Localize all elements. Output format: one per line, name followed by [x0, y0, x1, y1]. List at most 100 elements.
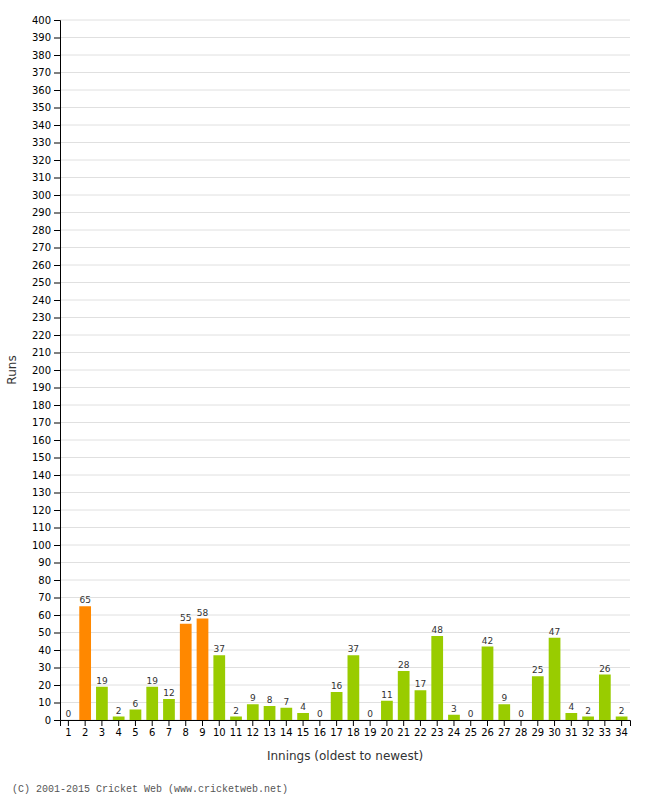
data-label: 2 [116, 706, 122, 716]
data-label: 6 [133, 699, 139, 709]
tick-mark [202, 720, 203, 726]
tick: 100 [32, 540, 60, 551]
grid-line [60, 142, 630, 143]
tick: 150 [32, 452, 60, 463]
tick-mark [152, 720, 153, 726]
bar [130, 710, 142, 721]
tick-label: 280 [32, 225, 51, 236]
bars [79, 606, 627, 720]
tick-label: 350 [32, 102, 51, 113]
tick-mark [54, 668, 60, 669]
tick-mark [54, 615, 60, 616]
tick: 12 [246, 720, 259, 738]
tick: 310 [32, 172, 60, 183]
tick: 280 [32, 225, 60, 236]
y-axis: 0102030405060708090100110120130140150160… [32, 15, 61, 726]
grid-line [60, 107, 630, 108]
grid-line [60, 90, 630, 91]
tick-mark [54, 475, 60, 476]
tick: 190 [32, 382, 60, 393]
tick-mark [68, 720, 69, 726]
tick-label: 3 [99, 727, 105, 738]
tick-label: 32 [582, 727, 595, 738]
tick-label: 160 [32, 435, 51, 446]
tick-mark [554, 720, 555, 726]
tick-label: 300 [32, 190, 51, 201]
tick: 1 [65, 720, 71, 738]
tick: 70 [38, 592, 60, 603]
tick: 3 [99, 720, 105, 738]
tick-label: 22 [414, 727, 427, 738]
tick-mark [269, 720, 270, 726]
grid-line [60, 247, 630, 248]
tick-mark [487, 720, 488, 726]
tick-mark [303, 720, 304, 726]
tick: 290 [32, 207, 60, 218]
tick-mark [54, 55, 60, 56]
tick: 380 [32, 50, 60, 61]
tick: 4 [115, 720, 121, 738]
bar [448, 715, 460, 720]
grid-line [60, 667, 630, 668]
tick-label: 20 [381, 727, 394, 738]
tick-mark [319, 720, 320, 726]
tick-mark [54, 633, 60, 634]
tick: 30 [548, 720, 561, 738]
grid-line [60, 457, 630, 458]
tick-label: 15 [297, 727, 310, 738]
grid-line [60, 387, 630, 388]
tick-mark [54, 125, 60, 126]
tick: 32 [582, 720, 595, 738]
data-label: 19 [96, 676, 108, 686]
tick-label: 28 [515, 727, 528, 738]
grid-line [60, 300, 630, 301]
y-axis-title: Runs [5, 355, 19, 384]
footer: (C) 2001-2015 Cricket Web (www.cricketwe… [12, 784, 288, 795]
grid-line [60, 55, 630, 56]
tick-label: 16 [313, 727, 326, 738]
tick: 90 [38, 557, 60, 568]
tick-mark [403, 720, 404, 726]
tick: 0 [45, 715, 60, 726]
grid-line [60, 527, 630, 528]
grid-line [60, 37, 630, 38]
bar [532, 676, 544, 720]
data-label: 0 [317, 709, 323, 719]
tick-label: 220 [32, 330, 51, 341]
tick-label: 270 [32, 242, 51, 253]
tick-mark [453, 720, 454, 726]
tick-label: 30 [548, 727, 561, 738]
tick: 220 [32, 330, 60, 341]
tick-mark [54, 440, 60, 441]
tick-label: 17 [330, 727, 343, 738]
tick-label: 26 [481, 727, 494, 738]
tick-mark [588, 720, 589, 726]
tick-mark [54, 405, 60, 406]
data-label: 4 [300, 702, 306, 712]
grid-line [60, 317, 630, 318]
x-axis-title: Innings (oldest to newest) [267, 749, 423, 763]
data-label: 26 [599, 664, 611, 674]
tick-mark [54, 685, 60, 686]
tick-mark [54, 90, 60, 91]
data-label: 25 [532, 665, 543, 675]
tick-label: 34 [615, 727, 628, 738]
tick-label: 40 [38, 645, 51, 656]
tick-label: 360 [32, 85, 51, 96]
tick-mark [54, 335, 60, 336]
bar [280, 708, 292, 720]
tick-label: 0 [45, 715, 51, 726]
tick: 21 [397, 720, 410, 738]
tick-label: 31 [565, 727, 578, 738]
grid-line [60, 510, 630, 511]
data-label: 8 [267, 695, 273, 705]
tick-mark [54, 563, 60, 564]
tick-label: 130 [32, 487, 51, 498]
bar [582, 717, 594, 721]
axis-line [54, 21, 61, 721]
tick-label: 20 [38, 680, 51, 691]
bar [415, 690, 427, 720]
tick: 16 [313, 720, 326, 738]
chart: 0651926191255583729874016370112817483042… [0, 0, 650, 800]
bar [113, 717, 125, 721]
